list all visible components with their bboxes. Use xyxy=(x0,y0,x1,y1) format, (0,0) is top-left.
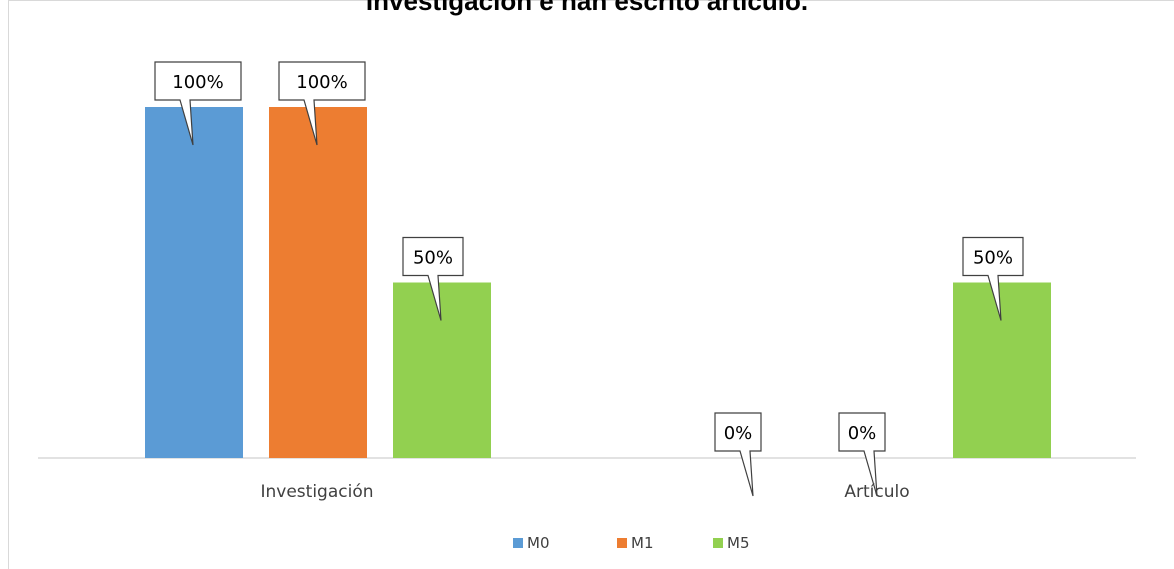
data-label-m5-1: 50% xyxy=(973,248,1013,269)
data-label-callout-m5-0 xyxy=(402,236,464,321)
x-tick-label: Artículo xyxy=(844,482,909,502)
legend: M0 M1 M5 xyxy=(513,534,750,552)
data-label-m0-1: 0% xyxy=(724,423,753,444)
legend-label-m5: M5 xyxy=(727,534,750,552)
data-label-m5-0: 50% xyxy=(413,248,453,269)
x-tick-labels: Investigación Artículo xyxy=(260,482,909,502)
bar-m0-0 xyxy=(145,107,243,458)
bar-m5-1 xyxy=(953,282,1051,458)
legend-swatch-m0 xyxy=(513,538,523,548)
legend-swatch-m5 xyxy=(713,538,723,548)
bar-m1-0 xyxy=(269,107,367,458)
data-label-callout-m1-1 xyxy=(838,412,886,497)
data-label-callout-m0-0 xyxy=(154,61,242,146)
chart-title: Investigación e han escrito artículo. xyxy=(365,0,809,16)
bar-m5-0 xyxy=(393,282,491,458)
bars-group xyxy=(145,107,1051,458)
chart-frame xyxy=(8,0,1174,569)
legend-label-m0: M0 xyxy=(527,534,550,552)
data-label-callout-m0-1 xyxy=(714,412,762,497)
data-label-m1-0: 100% xyxy=(296,72,347,93)
legend-swatch-m1 xyxy=(617,538,627,548)
x-tick-label: Investigación xyxy=(260,482,373,502)
data-label-callout-m1-0 xyxy=(278,61,366,146)
data-label-callout-m5-1 xyxy=(962,236,1024,321)
data-label-m0-0: 100% xyxy=(172,72,223,93)
data-label-m1-1: 0% xyxy=(848,423,877,444)
data-labels-group: 100% 100% 50% 0% 0% 50% xyxy=(154,61,1024,497)
legend-label-m1: M1 xyxy=(631,534,654,552)
